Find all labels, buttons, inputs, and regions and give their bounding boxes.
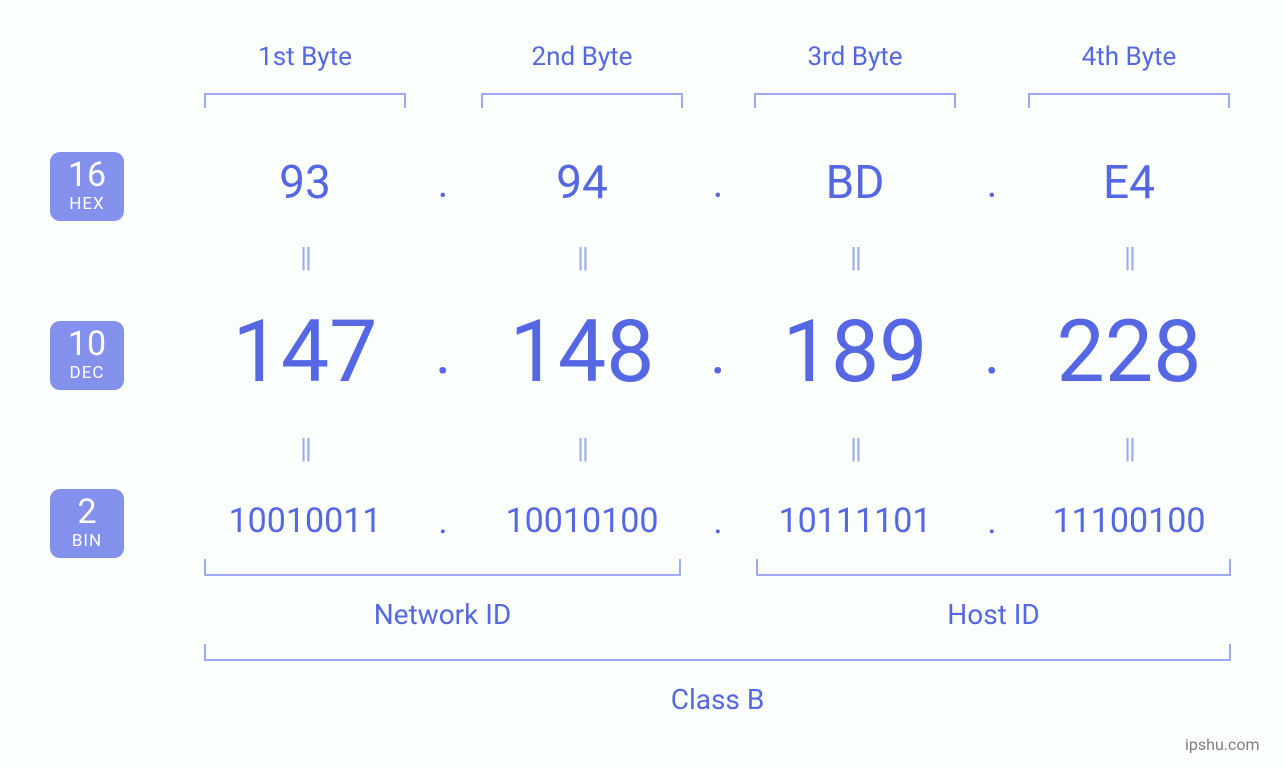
- badge-base-label: BIN: [72, 533, 102, 550]
- equals-hex_dec-3: ||: [835, 241, 875, 274]
- dec-byte-4: 228: [989, 301, 1269, 402]
- equals-dec_bin-2: ||: [562, 432, 602, 465]
- bin-byte-4: 11100100: [989, 501, 1269, 541]
- bin-byte-1: 10010011: [165, 501, 445, 541]
- equals-dec_bin-4: ||: [1109, 432, 1149, 465]
- bracket-top: [753, 92, 957, 110]
- hex-byte-2: 94: [442, 156, 722, 210]
- byte-label-3: 3rd Byte: [735, 42, 975, 72]
- host-id-label: Host ID: [894, 598, 1094, 631]
- badge-base-number: 10: [68, 327, 106, 361]
- equals-dec_bin-3: ||: [835, 432, 875, 465]
- bin-separator-1: .: [418, 500, 468, 542]
- hex-byte-4: E4: [989, 156, 1269, 210]
- network-id-label: Network ID: [343, 598, 543, 631]
- equals-hex_dec-1: ||: [285, 241, 325, 274]
- bracket-top: [203, 92, 407, 110]
- dec-byte-1: 147: [165, 301, 445, 402]
- badge-base-label: DEC: [70, 365, 105, 382]
- bin-separator-3: .: [967, 500, 1017, 542]
- bracket-bottom: [755, 559, 1232, 577]
- dec-byte-2: 148: [442, 301, 722, 402]
- bin-byte-3: 10111101: [715, 501, 995, 541]
- equals-hex_dec-4: ||: [1109, 241, 1149, 274]
- byte-label-1: 1st Byte: [185, 42, 425, 72]
- hex-byte-1: 93: [165, 156, 445, 210]
- hex-separator-2: .: [693, 160, 743, 207]
- dec-separator-3: .: [967, 317, 1017, 388]
- badge-base-label: HEX: [69, 196, 104, 213]
- bin-separator-2: .: [693, 500, 743, 542]
- ip-diagram: 1st Byte 2nd Byte 3rd Byte 4th Byte 16 HEX 10 D…: [0, 0, 1285, 767]
- badge-base-number: 2: [77, 495, 96, 529]
- dec-separator-2: .: [693, 317, 743, 388]
- equals-dec_bin-1: ||: [285, 432, 325, 465]
- byte-label-2: 2nd Byte: [462, 42, 702, 72]
- dec-separator-1: .: [418, 317, 468, 388]
- hex-separator-3: .: [967, 160, 1017, 207]
- base-badge-dec: 10 DEC: [50, 321, 124, 390]
- base-badge-hex: 16 HEX: [50, 152, 124, 221]
- byte-label-4: 4th Byte: [1009, 42, 1249, 72]
- hex-separator-1: .: [418, 160, 468, 207]
- watermark: ipshu.com: [1185, 735, 1260, 754]
- badge-base-number: 16: [68, 158, 106, 192]
- dec-byte-3: 189: [715, 301, 995, 402]
- equals-hex_dec-2: ||: [562, 241, 602, 274]
- bracket-bottom: [203, 559, 682, 577]
- bracket-top: [1027, 92, 1231, 110]
- bracket-top: [480, 92, 684, 110]
- base-badge-bin: 2 BIN: [50, 489, 124, 558]
- class-label: Class B: [618, 683, 818, 716]
- bracket-bottom: [203, 644, 1232, 662]
- bin-byte-2: 10010100: [442, 501, 722, 541]
- hex-byte-3: BD: [715, 156, 995, 210]
